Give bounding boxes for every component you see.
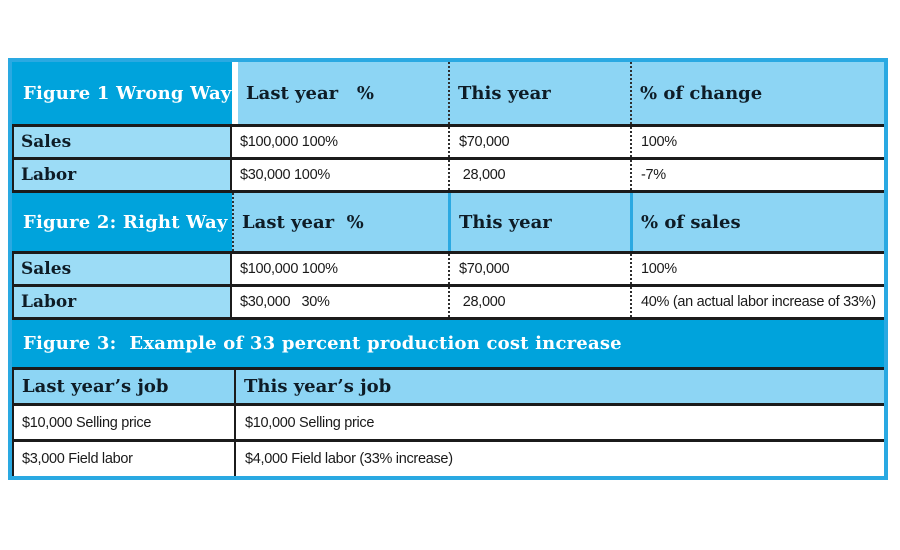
figure3-field-labor-row: $3,000 Field labor $4,000 Field labor (3…	[12, 439, 884, 476]
figure1-col-this-year: This year	[448, 62, 630, 124]
fig2-labor-pct-sales: 40% (an actual labor increase of 33%)	[630, 287, 884, 317]
figure1-col-last-year: Last year %	[232, 62, 448, 124]
figure2-col-pct-sales: % of sales	[630, 193, 884, 251]
figure3-col-last-years-job: Last year’s job	[12, 370, 234, 403]
figure1-title: Figure 1 Wrong Way	[12, 62, 232, 124]
figure1-labor-row: Labor $30,000 100% 28,000 -7%	[12, 157, 884, 190]
fig1-sales-this-year: $70,000	[448, 127, 630, 157]
fig1-labor-last-year: $30,000 100%	[232, 160, 448, 190]
figure2-header-row: Figure 2: Right Way Last year % This yea…	[12, 190, 884, 251]
fig1-sales-last-year: $100,000 100%	[232, 127, 448, 157]
fig1-labor-pct-change: -7%	[630, 160, 884, 190]
figure2-sales-row: Sales $100,000 100% $70,000 100%	[12, 251, 884, 284]
row-label-labor: Labor	[12, 287, 232, 317]
fig2-labor-this-year: 28,000	[448, 287, 630, 317]
figure1-header-row: Figure 1 Wrong Way Last year % This year…	[12, 62, 884, 124]
fig3-last-year-field-labor: $3,000 Field labor	[12, 442, 234, 476]
figure3-col-this-years-job: This year’s job	[234, 370, 884, 403]
figure3-selling-price-row: $10,000 Selling price $10,000 Selling pr…	[12, 403, 884, 439]
fig3-this-year-field-labor: $4,000 Field labor (33% increase)	[234, 442, 884, 476]
figure2-title: Figure 2: Right Way	[12, 193, 232, 251]
fig2-sales-pct-sales: 100%	[630, 254, 884, 284]
figure3-banner-row: Figure 3: Example of 33 percent producti…	[12, 317, 884, 367]
fig3-this-year-selling-price: $10,000 Selling price	[234, 406, 884, 439]
fig1-labor-this-year: 28,000	[448, 160, 630, 190]
figure2-labor-row: Labor $30,000 30% 28,000 40% (an actual …	[12, 284, 884, 317]
figure1-sales-row: Sales $100,000 100% $70,000 100%	[12, 124, 884, 157]
figure3-title: Figure 3: Example of 33 percent producti…	[12, 320, 884, 367]
row-label-sales: Sales	[12, 254, 232, 284]
fig2-sales-this-year: $70,000	[448, 254, 630, 284]
figure2-col-this-year: This year	[448, 193, 630, 251]
row-label-labor: Labor	[12, 160, 232, 190]
fig2-sales-last-year: $100,000 100%	[232, 254, 448, 284]
fig3-last-year-selling-price: $10,000 Selling price	[12, 406, 234, 439]
fig1-sales-pct-change: 100%	[630, 127, 884, 157]
cost-comparison-table: Figure 1 Wrong Way Last year % This year…	[8, 58, 888, 480]
figure3-header-row: Last year’s job This year’s job	[12, 367, 884, 403]
figure2-col-last-year: Last year %	[232, 193, 448, 251]
figure1-col-pct-change: % of change	[630, 62, 884, 124]
row-label-sales: Sales	[12, 127, 232, 157]
fig2-labor-last-year: $30,000 30%	[232, 287, 448, 317]
